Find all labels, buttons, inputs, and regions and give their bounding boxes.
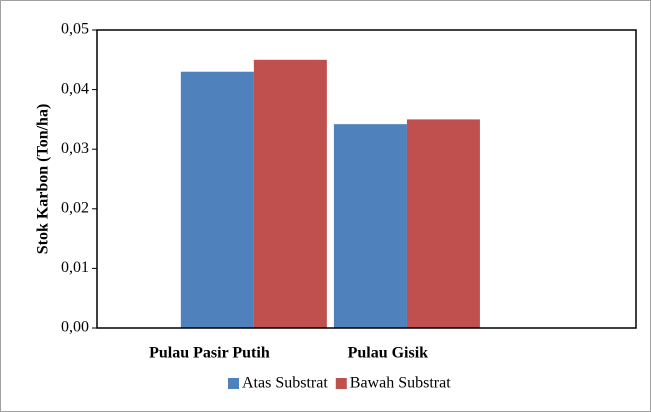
y-tick-label: 0,03 bbox=[61, 140, 89, 157]
bar bbox=[333, 124, 407, 328]
y-axis-label: Stok Karbon (Ton/ha) bbox=[35, 104, 52, 255]
y-tick-label: 0,00 bbox=[61, 319, 89, 336]
y-tick-label: 0,04 bbox=[61, 80, 89, 97]
y-tick-label: 0,02 bbox=[61, 199, 89, 216]
legend-swatch bbox=[228, 378, 239, 389]
plot-frame bbox=[96, 29, 637, 329]
x-tick-label: Pulau Gisik bbox=[348, 345, 429, 362]
legend-swatch bbox=[335, 378, 347, 389]
x-tick-label: Pulau Pasir Putih bbox=[149, 345, 270, 362]
bar bbox=[406, 119, 480, 329]
legend-label: Bawah Substrat bbox=[350, 375, 451, 392]
bar bbox=[180, 71, 254, 328]
y-tick-label: 0,01 bbox=[61, 259, 89, 276]
bar bbox=[253, 59, 327, 329]
legend-label: Atas Substrat bbox=[242, 375, 328, 392]
y-tick-label: 0,05 bbox=[61, 21, 89, 38]
